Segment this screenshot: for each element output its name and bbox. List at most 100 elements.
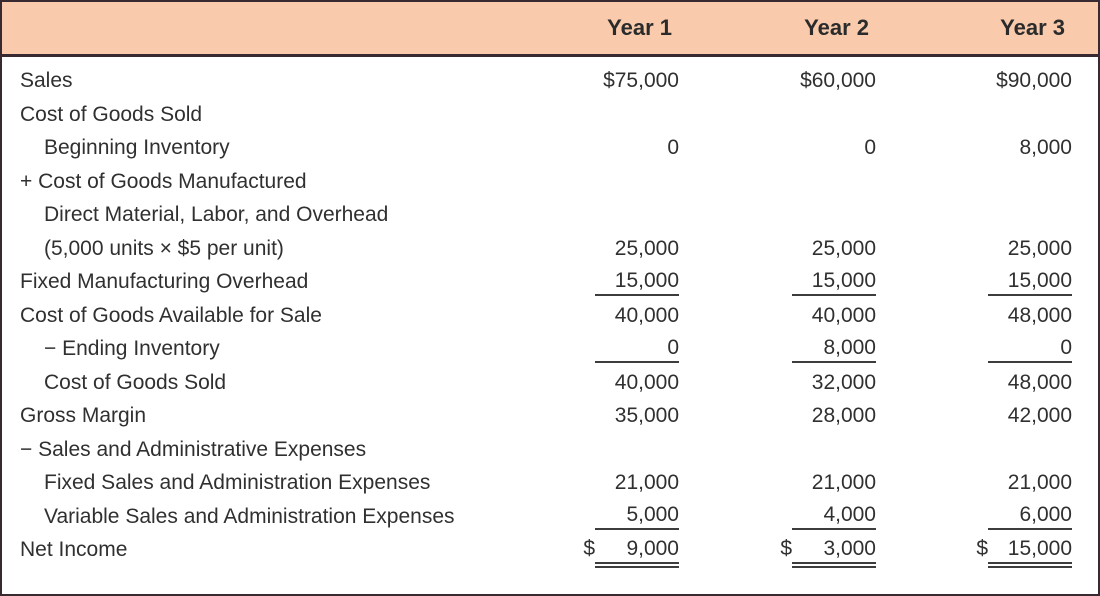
row-value-cell: 15,000 [508,266,705,300]
value: 6,000 [988,503,1072,531]
row-value-cell: 25,000 [902,232,1098,266]
value: 21,000 [614,471,679,495]
table-row: − Sales and Administrative Expenses [2,433,1098,467]
table-row: + Cost of Goods Manufactured [2,165,1098,199]
value: 32,000 [811,370,876,394]
value: 8,000 [1019,136,1072,160]
row-value-cell: 42,000 [902,400,1098,434]
table-row: Net Income $9,000 $3,000 $15,000 [2,534,1098,568]
value: 4,000 [792,503,876,531]
row-value-cell: $60,000 [705,55,902,98]
row-value-cell: 48,000 [902,299,1098,333]
value: 15,000 [792,269,876,296]
table-row: (5,000 units × $5 per unit) 25,000 25,000 2… [2,232,1098,266]
row-value-cell: 21,000 [902,467,1098,501]
value: 0 [988,336,1072,363]
row-label: Beginning Inventory [44,136,230,160]
table-row: Cost of Goods Sold 40,000 32,000 48,000 [2,366,1098,400]
currency-symbol: $ [583,536,595,560]
table-row: Beginning Inventory 0 0 8,000 [2,132,1098,166]
row-value-cell [902,199,1098,233]
table-row: Variable Sales and Administration Expens… [2,500,1098,534]
row-label: Fixed Manufacturing Overhead [20,270,309,294]
currency-symbol: $ [780,536,792,560]
row-label: + Cost of Goods Manufactured [20,169,307,193]
table-row: Fixed Manufacturing Overhead 15,000 15,000… [2,266,1098,300]
row-value-cell [705,165,902,199]
row-value-cell: 0 [705,132,902,166]
row-value-cell: 0 [508,132,705,166]
value: $60,000 [800,69,876,93]
row-value-cell: 25,000 [508,232,705,266]
row-value-cell [705,98,902,132]
row-value-cell: 21,000 [508,467,705,501]
header-year-3: Year 3 [902,2,1098,57]
value: 35,000 [614,404,679,428]
header-year-1: Year 1 [508,2,705,57]
header-label-spacer [2,2,508,57]
row-value-cell [508,98,705,132]
value: 0 [667,136,679,160]
row-value-cell: 15,000 [705,266,902,300]
row-value-cell: 35,000 [508,400,705,434]
value: $75,000 [603,69,679,93]
row-value-cell: 32,000 [705,366,902,400]
row-label: − Sales and Administrative Expenses [20,437,367,461]
value: 5,000 [595,503,679,531]
row-value-cell: 0 [508,333,705,367]
table-row: Direct Material, Labor, and Overhead [2,199,1098,233]
value: 40,000 [614,303,679,327]
value: 15,000 [988,269,1072,296]
row-value-cell [902,433,1098,467]
row-label: Cost of Goods Available for Sale [20,303,322,327]
row-value-cell: 48,000 [902,366,1098,400]
row-label: Variable Sales and Administration Expens… [44,504,455,528]
table-row: Gross Margin 35,000 28,000 42,000 [2,400,1098,434]
value: 42,000 [1007,404,1072,428]
row-value-cell: 15,000 [902,266,1098,300]
table-row: Fixed Sales and Administration Expenses 2… [2,467,1098,501]
row-value-cell: $75,000 [508,55,705,98]
value: 9,000 [595,537,679,568]
row-value-cell: 28,000 [705,400,902,434]
row-label: Sales [20,69,73,93]
row-value-cell: 40,000 [508,366,705,400]
row-label: Fixed Sales and Administration Expenses [44,471,431,495]
value: 40,000 [811,303,876,327]
value: 8,000 [792,336,876,363]
value: $90,000 [996,69,1072,93]
row-value-cell: 4,000 [705,500,902,534]
financial-table: Year 1 Year 2 Year 3 Sales $75,000 $60,000… [2,2,1098,568]
row-value-cell: 8,000 [902,132,1098,166]
row-value-cell [508,199,705,233]
row-value-cell: 0 [902,333,1098,367]
header-year-2: Year 2 [705,2,902,57]
row-value-cell: 5,000 [508,500,705,534]
row-value-cell [705,433,902,467]
value: 21,000 [811,471,876,495]
value: 48,000 [1007,370,1072,394]
row-value-cell: $9,000 [508,534,705,568]
value: 25,000 [614,236,679,260]
row-value-cell: $3,000 [705,534,902,568]
row-value-cell: 25,000 [705,232,902,266]
row-label: Direct Material, Labor, and Overhead [44,203,389,227]
value: 25,000 [1007,236,1072,260]
currency-symbol: $ [976,536,988,560]
row-value-cell [508,433,705,467]
table-row: Cost of Goods Sold [2,98,1098,132]
table-row: − Ending Inventory 0 8,000 0 [2,333,1098,367]
value: 25,000 [811,236,876,260]
row-value-cell: 21,000 [705,467,902,501]
row-label: − Ending Inventory [44,337,220,361]
row-value-cell: 8,000 [705,333,902,367]
value: 15,000 [595,269,679,296]
value: 21,000 [1007,471,1072,495]
header-row: Year 1 Year 2 Year 3 [2,2,1098,57]
table-body: Sales $75,000 $60,000 $90,000 Cost of Goods … [2,55,1098,568]
value: 48,000 [1007,303,1072,327]
value: 0 [864,136,876,160]
row-value-cell [508,165,705,199]
value: 40,000 [614,370,679,394]
